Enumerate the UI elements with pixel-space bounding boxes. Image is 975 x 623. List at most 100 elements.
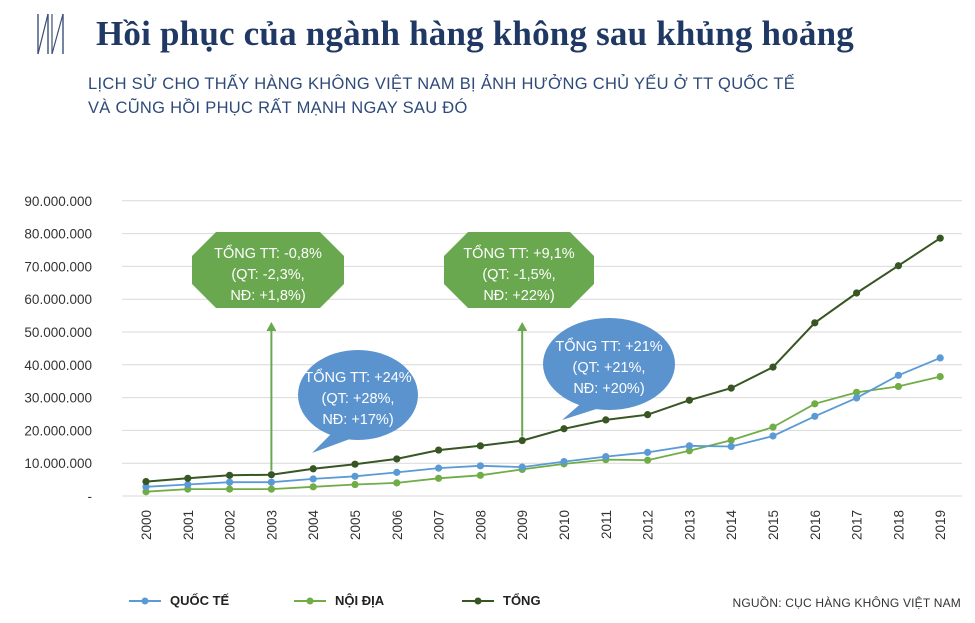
page-title: Hồi phục của ngành hàng không sau khủng … — [96, 14, 854, 53]
y-tick-label: 50.000.000 — [24, 325, 92, 340]
callout-bubble-2012-tail — [562, 400, 612, 420]
data-point-quoc_te — [727, 442, 735, 451]
data-point-quoc_te — [393, 468, 401, 476]
data-point-noi_dia — [853, 388, 861, 396]
data-point-tong — [894, 262, 903, 270]
data-point-noi_dia — [435, 474, 443, 482]
x-tick-label: 2018 — [891, 510, 906, 540]
callout-text: TỔNG TT: +21% — [555, 337, 662, 355]
callout-text: (QT: -2,3%, — [231, 267, 304, 283]
legend-item-quoc-te: QUỐC TẾ — [128, 593, 229, 608]
data-point-noi_dia — [393, 479, 401, 487]
data-point-quoc_te — [560, 457, 568, 466]
legend-marker-quoc-te — [129, 597, 161, 604]
x-tick-label: 2005 — [348, 510, 363, 540]
data-point-noi_dia — [351, 480, 359, 489]
x-tick-label: 2013 — [682, 510, 697, 540]
y-tick-label: 20.000.000 — [24, 423, 92, 438]
callout-bubble-2006 — [298, 350, 418, 440]
data-point-tong — [518, 436, 526, 445]
legend-item-tong: TỔNG — [461, 593, 541, 608]
x-tick-label: 2001 — [181, 510, 196, 540]
data-point-tong — [560, 425, 568, 433]
data-point-tong — [685, 396, 694, 404]
data-point-tong — [811, 319, 819, 327]
x-tick-label: 2004 — [306, 510, 321, 541]
data-point-quoc_te — [894, 371, 903, 379]
page-subtitle: LỊCH SỬ CHO THẤY HÀNG KHÔNG VIỆT NAM BỊ … — [88, 72, 795, 120]
data-point-quoc_te — [853, 394, 861, 402]
data-point-noi_dia — [727, 436, 735, 444]
data-point-noi_dia — [769, 423, 777, 431]
x-tick-label: 2010 — [557, 510, 572, 540]
legend-marker-tong — [462, 597, 494, 604]
data-point-quoc_te — [184, 480, 192, 489]
data-point-quoc_te — [602, 453, 610, 461]
data-point-tong — [936, 234, 944, 242]
x-tick-label: 2007 — [432, 510, 447, 540]
callout-box-2003 — [192, 232, 344, 308]
data-point-quoc_te — [226, 478, 234, 486]
data-point-quoc_te — [518, 463, 526, 471]
data-point-tong — [853, 289, 861, 297]
series-line-quoc_te — [145, 357, 941, 488]
callout-text: TỔNG TT: +24% — [304, 368, 411, 386]
data-point-tong — [351, 460, 359, 468]
y-tick-label: - — [88, 489, 93, 504]
subtitle-line-2: VÀ CŨNG HỒI PHỤC RẤT MẠNH NGAY SAU ĐÓ — [88, 99, 468, 117]
data-point-noi_dia — [811, 400, 819, 408]
x-tick-label: 2019 — [933, 510, 948, 540]
callout-bubble-2012 — [543, 318, 675, 410]
x-tick-label: 2000 — [139, 510, 154, 540]
x-tick-label: 2014 — [724, 510, 739, 541]
callout-text: NĐ: +20%) — [573, 381, 644, 397]
data-point-tong — [727, 384, 735, 392]
callout-text: NĐ: +1,8%) — [230, 288, 305, 304]
data-point-quoc_te — [351, 472, 359, 480]
callout-bubble-2006-tail — [312, 430, 358, 453]
data-point-quoc_te — [644, 448, 652, 456]
data-point-noi_dia — [936, 373, 944, 381]
data-point-tong — [309, 465, 317, 473]
data-point-tong — [769, 363, 777, 371]
y-tick-label: 10.000.000 — [24, 456, 92, 471]
data-point-noi_dia — [476, 471, 484, 479]
data-point-tong — [644, 411, 652, 419]
callout-text: NĐ: +17%) — [322, 412, 393, 428]
legend-label-noi-dia: NỘI ĐỊA — [335, 593, 385, 608]
callout-text: TỔNG TT: +9,1% — [463, 244, 574, 262]
data-point-noi_dia — [267, 485, 275, 493]
series-line-tong — [145, 237, 941, 483]
data-point-quoc_te — [435, 464, 443, 472]
x-tick-label: 2002 — [223, 510, 238, 540]
y-tick-label: 40.000.000 — [24, 358, 92, 373]
brand-logo-icon — [37, 13, 64, 55]
legend-label-quoc-te: QUỐC TẾ — [170, 593, 230, 608]
callout-arrowhead — [517, 322, 528, 331]
data-point-noi_dia — [226, 485, 234, 493]
y-tick-label: 80.000.000 — [24, 227, 92, 242]
y-tick-label: 60.000.000 — [24, 292, 92, 307]
x-tick-label: 2017 — [850, 510, 865, 540]
source-note: NGUỒN: CỤC HÀNG KHÔNG VIỆT NAM — [732, 596, 961, 610]
legend-label-tong: TỔNG — [503, 593, 541, 608]
data-point-quoc_te — [936, 354, 944, 362]
y-tick-label: 30.000.000 — [24, 391, 92, 406]
series-line-noi_dia — [145, 375, 941, 493]
data-point-quoc_te — [811, 412, 819, 420]
data-point-quoc_te — [476, 462, 484, 470]
x-tick-label: 2008 — [473, 510, 488, 540]
callout-text: NĐ: +22%) — [483, 288, 554, 304]
callout-text: TỔNG TT: -0,8% — [214, 244, 322, 262]
x-tick-label: 2006 — [390, 510, 405, 540]
y-tick-label: 90.000.000 — [24, 194, 92, 209]
x-tick-label: 2012 — [641, 510, 656, 540]
data-point-quoc_te — [685, 442, 694, 450]
legend-item-noi-dia: NỘI ĐỊA — [293, 593, 384, 608]
data-point-tong — [602, 416, 610, 424]
callout-box-2009 — [444, 232, 594, 308]
data-point-quoc_te — [267, 478, 275, 486]
callout-text: (QT: +28%, — [322, 391, 395, 407]
data-point-noi_dia — [309, 483, 317, 491]
data-point-quoc_te — [309, 475, 317, 483]
